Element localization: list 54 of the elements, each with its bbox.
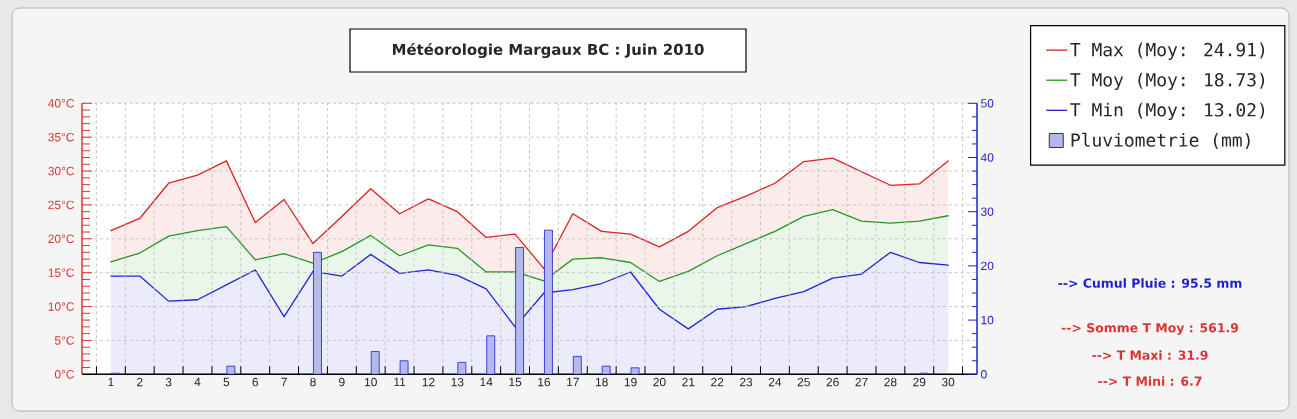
x-tick-label: 25 bbox=[797, 377, 810, 387]
y-tick-label: 35°C bbox=[48, 132, 75, 142]
x-tick-label: 21 bbox=[682, 377, 695, 387]
y-tick-label: 10°C bbox=[48, 302, 75, 311]
text: --> Cumul Pluie : 95.5 mm bbox=[1058, 278, 1242, 288]
x-tick-label: 24 bbox=[768, 377, 782, 387]
x-tick-label: 22 bbox=[711, 377, 724, 387]
x-tick-label: 13 bbox=[451, 377, 464, 387]
y2-tick-label: 0 bbox=[981, 370, 987, 379]
x-tick-label: 1 bbox=[108, 377, 114, 387]
x-tick-label: 11 bbox=[394, 377, 406, 387]
x-tick-label: 9 bbox=[339, 377, 345, 387]
x-tick-label: 7 bbox=[281, 377, 287, 387]
y2-tick-label: 40 bbox=[980, 153, 994, 162]
legend-label: T Moy (Moy: 18.73) bbox=[1070, 72, 1265, 90]
x-tick-label: 10 bbox=[364, 377, 377, 387]
x-tick-label: 29 bbox=[913, 377, 926, 387]
y-tick-label: 25°C bbox=[48, 200, 75, 210]
y-tick-label: 20°C bbox=[48, 234, 75, 244]
text: --> Somme T Moy : 561.9 bbox=[1061, 323, 1239, 335]
x-tick-label: 3 bbox=[165, 377, 172, 387]
y-tick-label: 5°C bbox=[54, 336, 75, 345]
text: --> T Maxi : 31.9 bbox=[1092, 350, 1208, 360]
x-tick-label: 20 bbox=[653, 377, 666, 387]
legend-label: T Min (Moy: 13.02) bbox=[1070, 102, 1265, 121]
y2-tick-label: 10 bbox=[981, 315, 994, 325]
y-tick-label: 15°C bbox=[48, 268, 75, 277]
x-tick-label: 4 bbox=[194, 377, 201, 387]
y-tick-label: 0°C bbox=[54, 370, 75, 379]
x-tick-label: 19 bbox=[624, 377, 637, 387]
legend-label: Pluviometrie (mm) bbox=[1071, 132, 1250, 149]
y2-tick-label: 20 bbox=[981, 261, 994, 271]
x-tick-label: 12 bbox=[422, 377, 435, 387]
legend-label: T Max (Moy: 24.91) bbox=[1070, 42, 1265, 60]
x-tick-label: 15 bbox=[509, 377, 522, 387]
y2-tick-label: 30 bbox=[980, 207, 994, 216]
x-tick-label: 14 bbox=[480, 377, 493, 387]
x-tick-label: 2 bbox=[137, 377, 143, 387]
x-tick-label: 18 bbox=[595, 377, 608, 387]
y2-tick-label: 50 bbox=[981, 99, 994, 108]
x-tick-label: 23 bbox=[739, 377, 753, 387]
chart-title: Météorologie Margaux BC : Juin 2010 bbox=[392, 42, 704, 59]
x-tick-label: 28 bbox=[884, 377, 897, 387]
x-tick-label: 26 bbox=[826, 377, 839, 387]
x-tick-label: 8 bbox=[310, 377, 316, 387]
x-tick-label: 16 bbox=[538, 377, 551, 387]
x-tick-label: 6 bbox=[252, 377, 259, 387]
x-tick-label: 17 bbox=[567, 377, 579, 387]
text: --> T Mini : 6.7 bbox=[1098, 376, 1202, 386]
y-tick-label: 40°C bbox=[48, 99, 75, 108]
x-tick-label: 27 bbox=[855, 377, 868, 387]
x-tick-label: 5 bbox=[223, 377, 230, 387]
y-tick-label: 30°C bbox=[48, 166, 75, 176]
x-tick-label: 30 bbox=[941, 377, 955, 387]
